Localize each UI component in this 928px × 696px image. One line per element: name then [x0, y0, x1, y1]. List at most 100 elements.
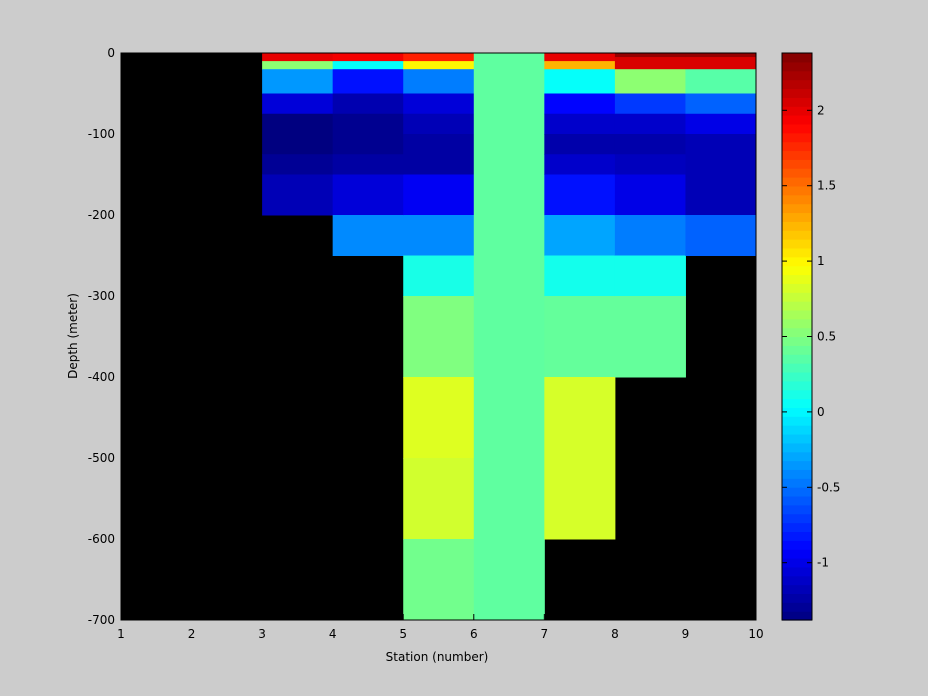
heatmap-cell [614, 174, 686, 216]
heatmap-cell [403, 458, 475, 540]
heatmap-cell [403, 53, 475, 62]
colorbar-swatch [782, 292, 812, 302]
colorbar-tick-label: -1 [817, 556, 829, 570]
plot-frame [120, 52, 757, 621]
colorbar-swatch [782, 478, 812, 488]
colorbar-swatch [782, 79, 812, 90]
colorbar-swatch [782, 283, 812, 293]
colorbar-swatch [782, 557, 812, 568]
colorbar-swatch [782, 611, 812, 621]
colorbar-swatch [782, 150, 812, 160]
colorbar-swatch [782, 247, 812, 258]
x-tick-label: 2 [188, 627, 196, 641]
heatmap-cell [262, 154, 334, 175]
colorbar-swatch [782, 336, 812, 346]
colorbar-swatch [782, 168, 812, 178]
colorbar-swatch [782, 194, 812, 205]
colorbar-swatch [782, 301, 812, 311]
heatmap-cell [262, 174, 334, 216]
colorbar-swatch [782, 345, 812, 355]
colorbar-swatch [782, 132, 812, 143]
colorbar-swatch [782, 602, 812, 612]
x-tick-label: 10 [748, 627, 763, 641]
heatmap-cell [262, 113, 334, 155]
x-tick-label: 3 [258, 627, 266, 641]
heatmap-cell [614, 215, 686, 256]
colorbar-swatch [782, 177, 812, 187]
colorbar-swatch [782, 318, 812, 329]
heatmap-cell [685, 69, 757, 94]
x-tick-label: 1 [117, 627, 125, 641]
colorbar-swatch [782, 212, 812, 222]
y-tick-label: -100 [88, 127, 115, 141]
colorbar-swatch [782, 522, 812, 533]
colorbar-swatch [782, 531, 812, 541]
colorbar-swatch [782, 53, 812, 63]
y-tick-label: -500 [88, 451, 115, 465]
heatmap-cell [544, 53, 616, 62]
colorbar-swatch [782, 230, 812, 240]
colorbar-swatch [782, 398, 812, 408]
heatmap-cell [332, 69, 404, 94]
heatmap-cell [544, 61, 616, 70]
colorbar-swatch [782, 239, 812, 249]
colorbar-tick-label: 2 [817, 103, 825, 117]
heatmap-cell [544, 69, 616, 94]
colorbar-tick-label: 1 [817, 254, 825, 268]
colorbar-tick-label: -0.5 [817, 480, 840, 494]
y-tick-label: -400 [88, 370, 115, 384]
colorbar-swatch [782, 363, 812, 373]
heatmap-cell [473, 53, 545, 621]
colorbar-swatch [782, 159, 812, 169]
x-tick-label: 7 [541, 627, 549, 641]
heatmap-cell [403, 174, 475, 216]
heatmap-cell [614, 113, 686, 135]
x-axis-title: Station (number) [386, 650, 489, 664]
colorbar-swatch [782, 416, 812, 426]
heatmap-cell [685, 57, 757, 70]
colorbar-swatch [782, 123, 812, 134]
colorbar-swatch [782, 141, 812, 152]
heatmap-cell [403, 296, 475, 378]
colorbar-swatch [782, 106, 812, 116]
colorbar-swatch [782, 487, 812, 497]
colorbar-swatch [782, 309, 812, 320]
heatmap-cell [614, 93, 686, 115]
colorbar-swatch [782, 495, 812, 506]
colorbar-swatch [782, 389, 812, 400]
heatmap-cell [403, 134, 475, 175]
y-tick-label: -300 [88, 289, 115, 303]
heatmap-cell [403, 69, 475, 94]
colorbar-swatch [782, 274, 812, 284]
colorbar-swatch [782, 513, 812, 524]
heatmap-cell [403, 255, 475, 297]
heatmap-cell [544, 134, 616, 155]
colorbar-swatch [782, 221, 812, 231]
heatmap-cell [614, 69, 686, 94]
colorbar-swatch [782, 584, 812, 595]
heatmap-cell [544, 215, 616, 256]
heatmap-cell [544, 377, 616, 540]
y-tick-label: -700 [88, 613, 115, 627]
plot-axes: 1 2 3 4 5 6 7 8 9 10 0 -100 -200 -300 -400 -500 -600 -700 [88, 46, 764, 641]
colorbar-swatch [782, 61, 812, 72]
heatmap-cell [332, 93, 404, 115]
colorbar-swatch [782, 566, 812, 577]
x-tick-label: 8 [611, 627, 619, 641]
colorbar-swatch [782, 442, 812, 453]
heatmap-cell [332, 113, 404, 155]
colorbar-swatch [782, 460, 812, 470]
heatmap-cell [685, 215, 757, 256]
heatmap-cell [614, 134, 686, 155]
colorbar-swatch [782, 407, 812, 417]
x-tick-label: 5 [399, 627, 407, 641]
colorbar-swatch [782, 88, 812, 98]
colorbar-swatch [782, 115, 812, 125]
heatmap-cell [614, 154, 686, 175]
colorbar-swatch [782, 540, 812, 550]
x-tick-label: 4 [329, 627, 337, 641]
heatmap-cells [262, 53, 757, 621]
heatmap-cell [544, 93, 616, 115]
heatmap-cell [403, 539, 475, 621]
